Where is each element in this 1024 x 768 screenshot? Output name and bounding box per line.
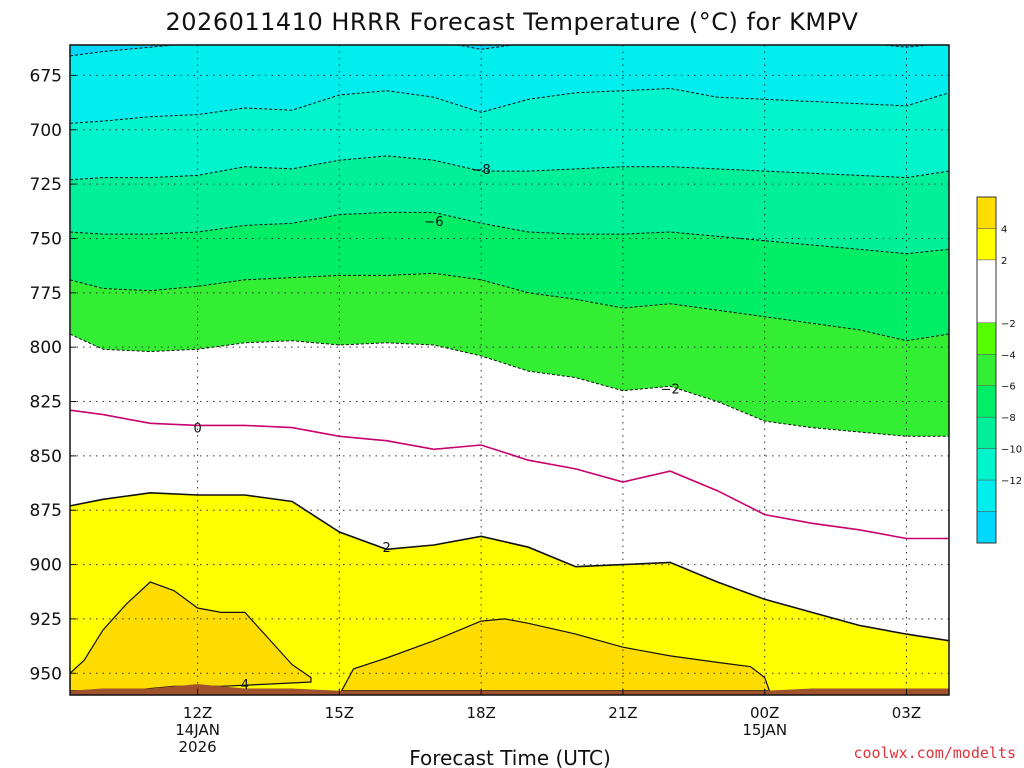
x-tick-label-15Z: 15Z: [325, 704, 354, 722]
colorbar-bin--2: [976, 259, 997, 324]
contour-label--6: −6: [424, 215, 443, 230]
isotherm--8: [70, 211, 949, 255]
gridlines: [70, 45, 949, 695]
y-tick-label-700: 700: [30, 121, 62, 141]
y-tick-label-675: 675: [30, 66, 62, 86]
credit-text: coolwx.com/modelts: [853, 744, 1016, 762]
contour-label-4: 4: [241, 678, 249, 693]
colorbar-label-4: 4: [1001, 224, 1007, 235]
colorbar-label--6: −6: [1001, 382, 1016, 393]
y-axis: 675 700 725 750 775 800 825 850 875 900 925 950: [30, 66, 76, 684]
y-tick-label-800: 800: [30, 338, 62, 358]
colorbar-bin--8: [976, 385, 997, 418]
plot-frame: [69, 44, 950, 696]
x-tick-label-21Z: 21Z: [608, 704, 637, 722]
isotherm--12: [70, 87, 949, 124]
y-tick-label-900: 900: [30, 556, 62, 576]
chart-title: 2026011410 HRRR Forecast Temperature (°C…: [166, 8, 859, 36]
colorbar-label--10: −10: [1001, 445, 1022, 456]
colorbar-bin-2: [976, 228, 997, 261]
contour-label-0: 0: [193, 422, 201, 437]
colorbar-bin--12: [976, 448, 997, 481]
y-tick-label-825: 825: [30, 393, 62, 413]
colorbar-label--12: −12: [1001, 476, 1022, 487]
x-tick-label-18Z: 18Z: [466, 704, 495, 722]
contour-labels: −8 −6 −2 0 2 4: [193, 163, 680, 693]
colorbar-label--4: −4: [1001, 350, 1016, 361]
colorbar-bin--4: [976, 322, 997, 355]
x-tick-label-12Z: 12Z: [183, 704, 212, 722]
y-tick-label-725: 725: [30, 175, 62, 195]
colorbar-bin-4: [976, 196, 997, 229]
x-tick-label-00Z: 00Z: [750, 704, 779, 722]
contour-label-2: 2: [382, 541, 390, 556]
x-tick-label-14JAN: 14JAN: [175, 721, 220, 739]
y-tick-label-850: 850: [30, 447, 62, 467]
isotherm-0: [70, 409, 949, 540]
colorbar-bin--14: [976, 479, 997, 512]
plot-area: −8 −6 −2 0 2 4: [70, 45, 949, 695]
colorbar-bin--10: [976, 416, 997, 449]
colorbar-bin--6: [976, 354, 997, 386]
isotherm--2: [70, 333, 949, 437]
colorbar-frame: [976, 196, 997, 544]
below-ground-band: [70, 684, 949, 695]
y-tick-label-750: 750: [30, 229, 62, 249]
colorbar-label-2: 2: [1001, 256, 1007, 267]
colorbar: 4 2 −2 −4 −6 −8 −10 −12: [976, 196, 1022, 544]
x-axis-label: Forecast Time (UTC): [409, 746, 611, 768]
y-tick-label-950: 950: [30, 664, 62, 684]
isotherm-lines: [70, 45, 949, 642]
isotherm-2: [70, 491, 949, 642]
contour-label--2: −2: [661, 382, 680, 397]
y-tick-label-875: 875: [30, 501, 62, 521]
colorbar-bin--16: [976, 511, 997, 544]
x-tick-label-15JAN: 15JAN: [742, 721, 787, 739]
fill-warmer-than-2: [70, 492, 949, 695]
x-tick-label-2026: 2026: [179, 738, 217, 756]
temperature-fills: [70, 45, 949, 695]
isotherm--10: [70, 155, 949, 181]
colorbar-label--8: −8: [1001, 413, 1016, 424]
colorbar-label--2: −2: [1001, 319, 1016, 330]
y-tick-label-775: 775: [30, 284, 62, 304]
x-tick-label-03Z: 03Z: [892, 704, 921, 722]
y-tick-label-925: 925: [30, 610, 62, 630]
contour-label--8: −8: [472, 163, 491, 178]
isotherm--6: [70, 272, 949, 342]
